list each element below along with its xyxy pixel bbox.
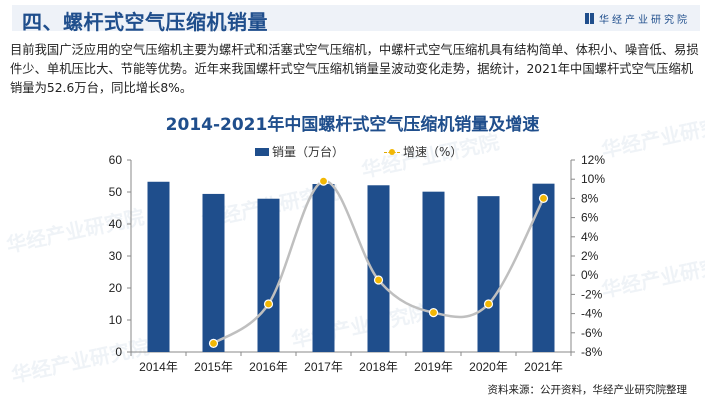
sales-bar xyxy=(367,185,390,352)
chart-legend: 销量（万台） 增速（%） xyxy=(255,143,462,160)
right-tick-label: 12% xyxy=(581,153,605,167)
right-tick-label: 4% xyxy=(581,230,599,244)
right-tick-label: -2% xyxy=(581,287,603,301)
legend-item-sales: 销量（万台） xyxy=(255,143,344,160)
brand-logo-icon xyxy=(585,13,594,24)
sales-bar xyxy=(202,193,225,352)
left-tick-label: 40 xyxy=(109,217,123,231)
growth-marker xyxy=(208,338,219,348)
x-tick-label: 2014年 xyxy=(139,360,178,374)
right-tick-label: 0% xyxy=(581,268,599,282)
x-tick-label: 2019年 xyxy=(414,360,453,374)
section-header: 四、螺杆式空气压缩机销量 华经产业研究院 xyxy=(12,5,700,34)
legend-label-sales: 销量（万台） xyxy=(272,145,345,159)
growth-marker xyxy=(538,193,549,203)
bar-swatch-icon xyxy=(255,147,269,156)
sales-bar xyxy=(257,198,280,352)
brand-name: 华经产业研究院 xyxy=(599,15,690,26)
sales-bar xyxy=(147,181,170,352)
left-tick-label: 0 xyxy=(115,345,122,359)
section-title: 四、螺杆式空气压缩机销量 xyxy=(22,10,268,34)
right-tick-label: 6% xyxy=(581,211,599,225)
sales-bar xyxy=(477,196,500,352)
x-tick-label: 2018年 xyxy=(359,360,398,374)
growth-marker xyxy=(428,308,439,318)
legend-item-growth: 增速（%） xyxy=(384,143,462,160)
growth-marker xyxy=(263,299,274,309)
line-swatch-icon xyxy=(384,148,401,156)
right-tick-label: -6% xyxy=(581,326,603,340)
right-tick-label: -8% xyxy=(581,345,603,359)
left-tick-label: 60 xyxy=(109,153,123,167)
brand-logo: 华经产业研究院 xyxy=(585,11,690,26)
right-tick-label: 2% xyxy=(581,249,599,263)
x-tick-label: 2017年 xyxy=(304,360,343,374)
growth-marker xyxy=(483,299,494,309)
right-tick-label: 8% xyxy=(581,191,599,205)
left-tick-label: 10 xyxy=(109,313,123,327)
source-note: 资料来源：公开资料，华经产业研究院整理 xyxy=(487,384,688,396)
left-tick-label: 20 xyxy=(109,281,123,295)
legend-label-growth: 增速（%） xyxy=(403,145,463,159)
x-tick-label: 2021年 xyxy=(524,360,563,374)
sales-bar xyxy=(532,183,555,352)
growth-marker xyxy=(373,275,384,285)
chart-title: 2014-2021年中国螺杆式空气压缩机销量及增速 xyxy=(165,115,540,135)
x-tick-label: 2016年 xyxy=(249,360,288,374)
left-tick-label: 50 xyxy=(109,185,123,199)
x-tick-label: 2015年 xyxy=(194,360,233,374)
intro-paragraph: 目前我国广泛应用的空气压缩机主要为螺杆式和活塞式空气压缩机，中螺杆式空气压缩机具… xyxy=(10,43,699,95)
x-tick-label: 2020年 xyxy=(469,360,508,374)
right-tick-label: -4% xyxy=(581,307,603,321)
right-tick-label: 10% xyxy=(581,172,605,186)
left-tick-label: 30 xyxy=(109,249,123,263)
sales-bar xyxy=(422,191,445,352)
sales-bar xyxy=(312,184,335,352)
growth-marker xyxy=(318,176,329,186)
